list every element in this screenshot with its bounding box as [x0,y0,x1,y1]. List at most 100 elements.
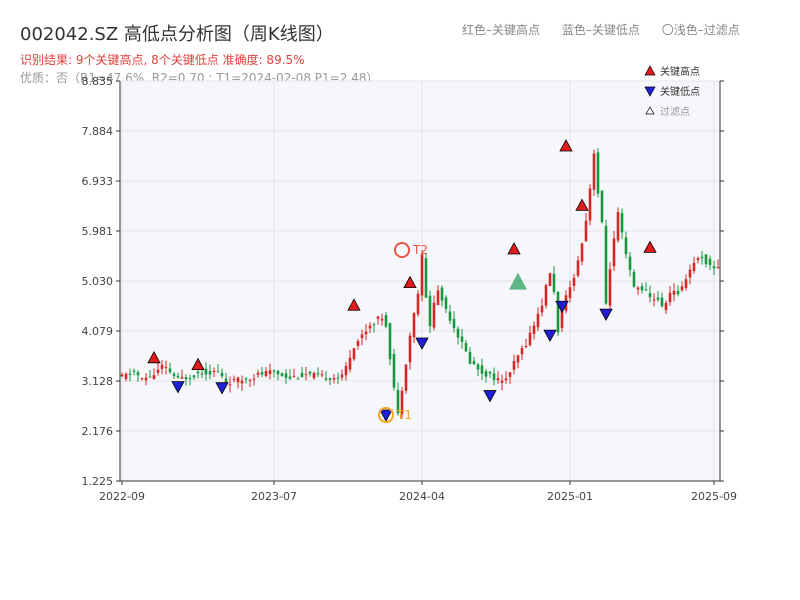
legend-key-high-icon [644,65,656,76]
key-high-marker [559,139,573,152]
candle-body [460,336,464,342]
candle-body [132,370,136,372]
y-tick-label: 3.128 [82,375,114,388]
candle-body [140,378,144,380]
key-high-marker [643,240,657,253]
candle-body [388,322,392,360]
candle-body [676,290,680,295]
top-legend: 红色–关键高点 蓝色–关键低点 〇浅色–过滤点 [462,21,740,38]
candle-body [344,365,348,376]
candle-body [248,379,252,381]
legend-blue-text: 蓝色–关键低点 [561,23,640,37]
candle-body [316,373,320,375]
y-tick-label: 1.225 [82,475,114,488]
candle-body [176,375,180,378]
y-tick-label: 5.981 [82,225,114,238]
candle-body [332,378,336,380]
y-tick-label: 5.030 [82,275,114,288]
turning-point-t1-label: T1 [396,408,412,422]
candle-body [220,372,224,377]
candle-body [664,302,668,311]
candle-body [472,360,476,365]
candle-body [268,370,272,374]
candle-body [712,266,716,269]
candle-body [200,373,204,375]
candle-body [192,375,196,378]
candle-body [296,378,300,380]
candle-body [384,315,388,327]
candle-body [324,378,328,380]
turning-point-t2-label: T2 [412,243,428,257]
candle-body [204,368,208,375]
legend-label: 过滤点 [660,105,690,118]
candle-body [544,285,548,306]
candle-body [556,291,560,333]
candle-body [152,375,156,380]
candle-body [696,258,700,261]
candle-body [404,364,408,391]
key-low-marker [415,337,429,350]
result-summary: 识别结果: 9个关键高点, 8个关键低点 准确度: 89.5% [20,53,305,67]
candle-body [432,302,436,328]
x-tick-label: 2022-09 [99,490,145,503]
candle-body [672,290,676,295]
candle-body [444,297,448,309]
candle-body [356,341,360,346]
candle-body [168,368,172,373]
candle-body [584,220,588,242]
candle-body [124,373,128,379]
candle-body [196,371,200,374]
legend-label: 关键低点 [660,85,700,98]
candle-body [348,357,352,370]
candle-body [276,370,280,375]
candle-body [400,390,404,415]
candle-body [688,269,692,278]
key-high-marker [147,350,161,364]
candle-body [172,373,176,376]
candle-body [380,318,384,321]
candle-body [464,343,468,352]
candle-body [668,292,672,303]
candle-body [624,237,628,255]
candle-body [164,366,168,368]
candle-body [212,370,216,372]
legend-key-low-icon [644,86,656,97]
candle-body [360,334,364,338]
candle-body [376,316,380,319]
y-tick-label: 6.933 [82,175,114,188]
turning-point-t2-circle [394,241,410,258]
candle-body [532,325,536,334]
y-tick-label: 8.835 [82,75,114,88]
candle-body [264,371,268,376]
candle-body [560,306,564,328]
candle-body [188,378,192,380]
candle-body [352,348,356,360]
key-low-marker [379,409,393,422]
candle-body [484,371,488,377]
x-tick-label: 2024-04 [399,490,445,503]
candle-body [228,384,232,386]
candle-body [256,372,260,375]
candle-body [260,372,264,375]
candle-body [496,378,500,381]
key-low-marker [599,308,613,321]
candle-body [604,225,608,304]
candle-body [652,299,656,301]
candle-body [660,297,664,307]
candle-body [492,373,496,380]
candle-body [680,286,684,291]
y-tick-label: 2.176 [82,425,114,438]
candle-body [336,377,340,379]
candle-body [520,348,524,355]
candle-body [644,289,648,291]
candle-body [684,279,688,288]
legend-light-text: 〇浅色–过滤点 [661,23,740,37]
candle-body [540,305,544,313]
candle-body [548,273,552,286]
candle-body [512,360,516,370]
key-high-marker [347,298,361,311]
key-high-marker [575,198,589,211]
candle-body [700,256,704,259]
candle-body [136,372,140,376]
